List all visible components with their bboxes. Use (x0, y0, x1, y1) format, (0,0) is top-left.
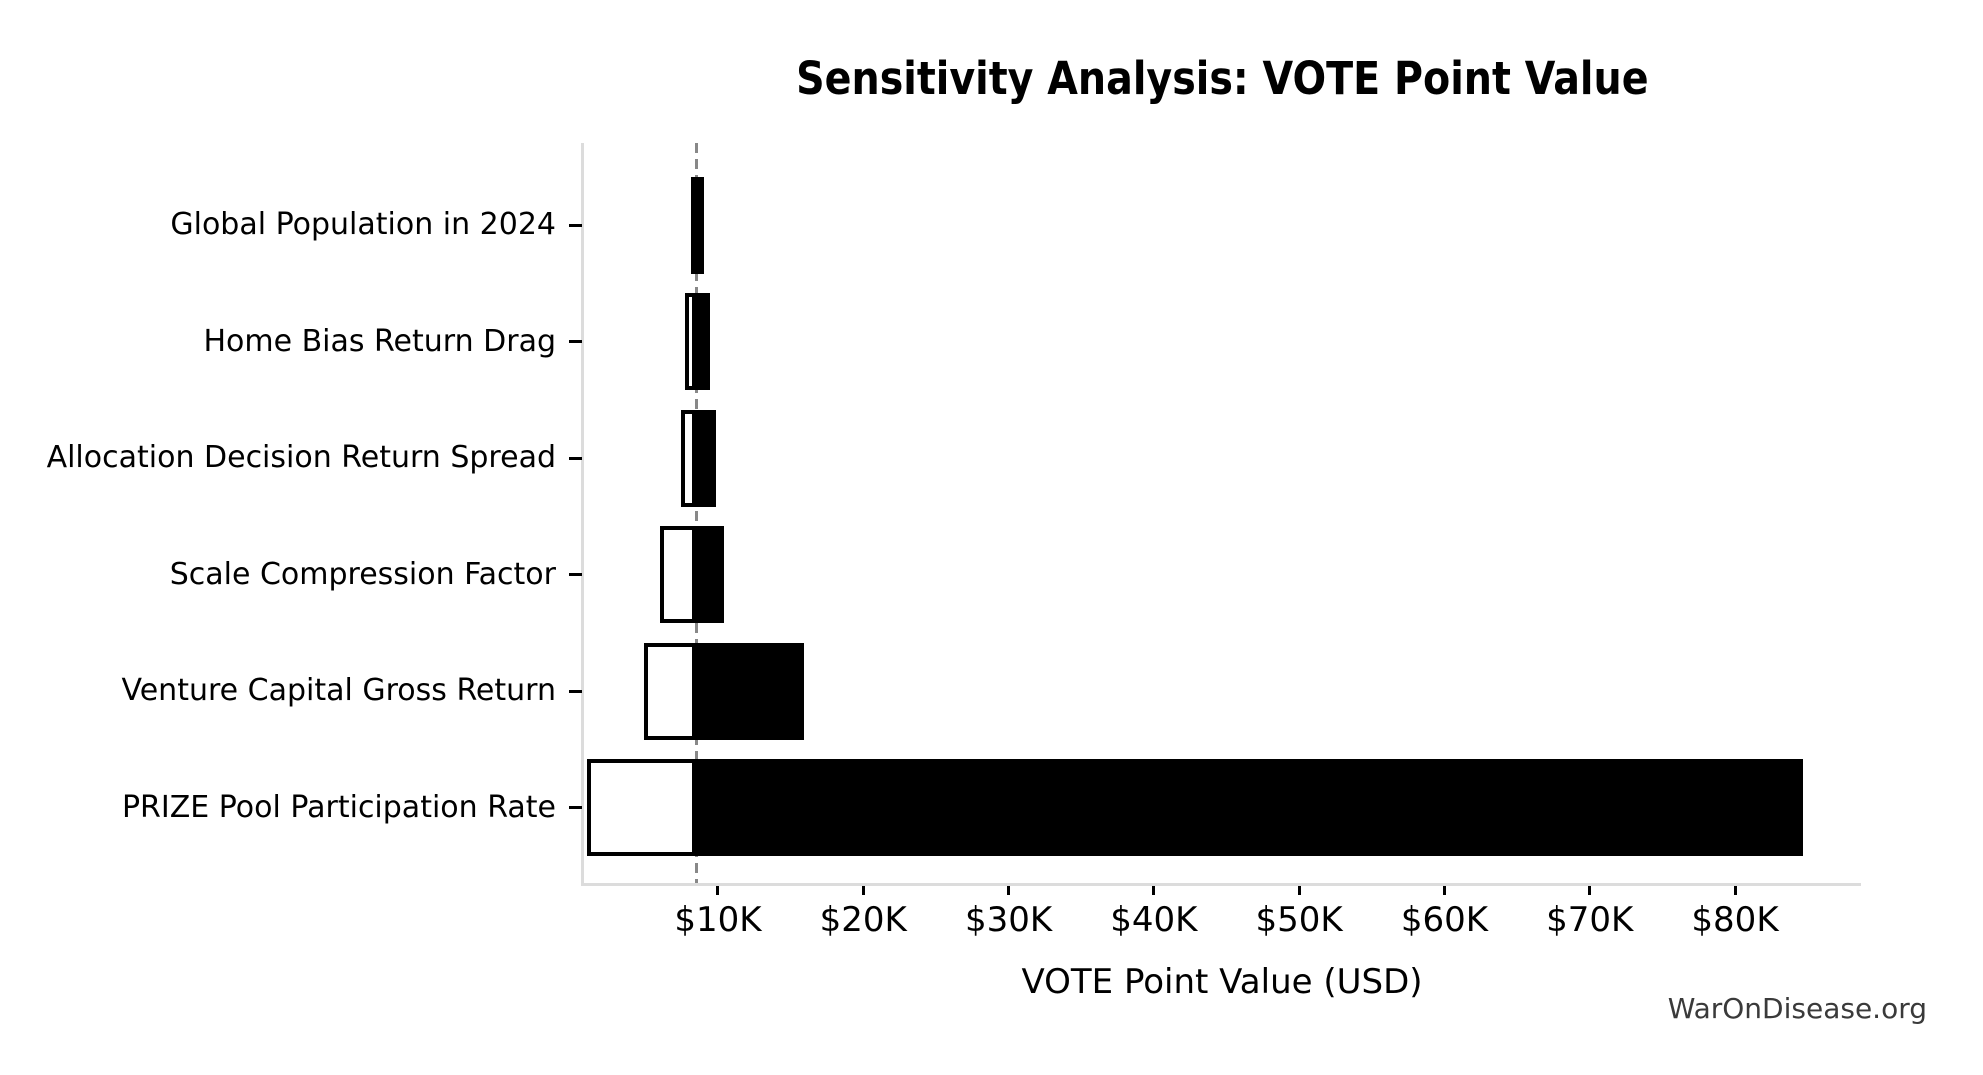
x-tick-mark (1297, 886, 1301, 895)
bar-high (696, 759, 1803, 856)
x-tick-label: $10K (674, 900, 762, 940)
y-tick-label: Home Bias Return Drag (203, 323, 556, 359)
x-tick-label: $70K (1546, 900, 1634, 940)
y-tick-mark (569, 573, 582, 576)
x-tick-mark (1442, 886, 1446, 895)
x-tick-label: $60K (1400, 900, 1489, 940)
x-tick-mark (861, 886, 865, 895)
bar-low (680, 409, 697, 507)
bar-high (696, 176, 705, 274)
y-tick-label: Scale Compression Factor (169, 556, 556, 592)
y-tick-mark (569, 456, 582, 460)
x-tick-label: $40K (1110, 900, 1198, 940)
x-tick-label: $30K (964, 900, 1053, 940)
x-tick-mark (1152, 886, 1156, 895)
x-tick-label: $80K (1691, 900, 1779, 940)
bar-high (696, 526, 724, 623)
bar-high (696, 409, 716, 507)
bar-low (587, 759, 697, 856)
bar-high (696, 642, 804, 740)
x-axis-spine (581, 883, 1861, 886)
chart-title: Sensitivity Analysis: VOTE Point Value (584, 50, 1860, 108)
plot-area: Global Population in 2024 Home Bias Retur… (47, 143, 1861, 940)
chart-title-text: Sensitivity Analysis: VOTE Point Value (795, 52, 1649, 105)
y-tick-label: Allocation Decision Return Spread (46, 440, 556, 475)
y-tick-label: PRIZE Pool Participation Rate (121, 789, 556, 825)
bar-low (644, 642, 697, 740)
baseline-dashed-line (694, 143, 698, 883)
y-tick-label: Venture Capital Gross Return (121, 673, 556, 708)
bar-high (696, 293, 710, 390)
bar-low (659, 526, 697, 623)
y-tick-mark (569, 340, 582, 343)
x-tick-mark (716, 886, 720, 895)
y-tick-mark (569, 223, 582, 227)
x-tick-label: $50K (1255, 900, 1343, 940)
x-tick-label: $20K (819, 900, 907, 940)
x-tick-mark (1733, 886, 1737, 895)
x-tick-mark (1007, 886, 1011, 895)
bar-low (684, 293, 697, 390)
y-axis-spine (581, 143, 584, 886)
x-axis-title: VOTE Point Value (USD) (1021, 962, 1423, 1002)
watermark-text: WarOnDisease.org (1667, 992, 1927, 1025)
y-tick-mark (569, 689, 582, 693)
y-tick-label: Global Population in 2024 (170, 207, 556, 242)
x-tick-mark (1588, 886, 1592, 895)
y-tick-mark (569, 806, 582, 809)
